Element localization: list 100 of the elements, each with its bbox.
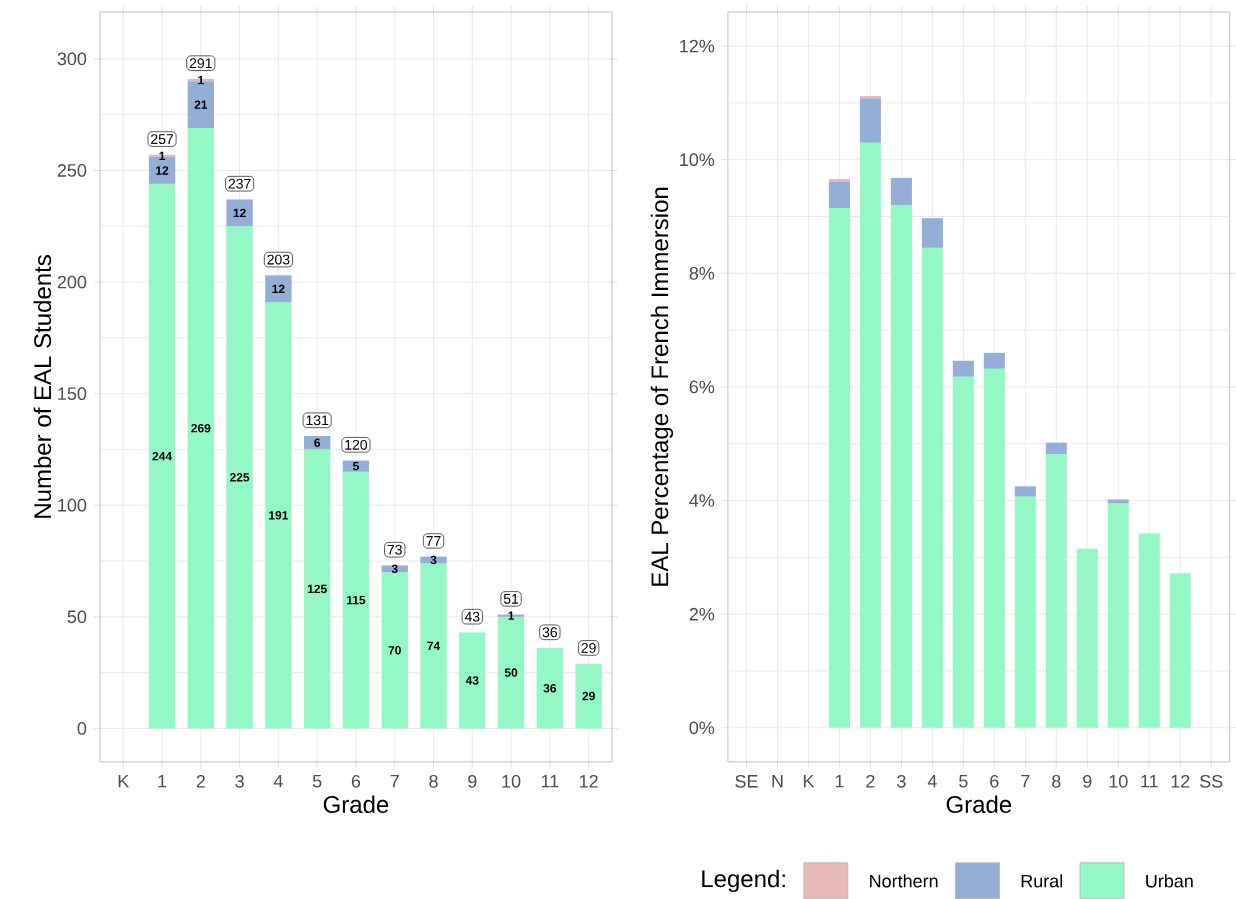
total-label: 43 <box>464 611 480 622</box>
total-label: 257 <box>151 134 174 144</box>
data-label: 74 <box>427 641 441 650</box>
bar <box>1138 533 1160 728</box>
x-tick-label: 6 <box>990 774 999 788</box>
y-tick-label: 4% <box>689 494 715 507</box>
bar <box>1169 573 1191 728</box>
x-tick-label: 6 <box>351 774 361 788</box>
bar <box>952 376 974 728</box>
bar <box>983 352 1005 369</box>
bar <box>828 207 850 728</box>
x-tick-label: 3 <box>235 774 244 788</box>
data-label: 3 <box>430 555 437 565</box>
x-tick-label: 4 <box>273 774 283 788</box>
y-tick-label: 200 <box>57 275 87 289</box>
x-axis-title: Grade <box>323 795 389 813</box>
x-tick-label: 9 <box>1083 774 1092 788</box>
x-tick-label: 12 <box>580 774 598 788</box>
x-tick-label: 4 <box>927 774 937 788</box>
total-label: 29 <box>581 642 596 653</box>
data-label: 269 <box>191 423 211 433</box>
x-tick-label: 10 <box>502 774 521 788</box>
total-label: 36 <box>542 627 557 638</box>
data-label: 12 <box>156 166 169 175</box>
x-tick-label: 1 <box>835 774 844 788</box>
y-tick-label: 2% <box>689 607 715 621</box>
data-label: 12 <box>233 208 246 217</box>
data-label: 5 <box>352 461 359 471</box>
data-label: 12 <box>272 284 285 293</box>
bar <box>459 632 486 729</box>
y-axis-title: Number of EAL Students <box>33 254 52 518</box>
y-tick-label: 100 <box>58 498 87 512</box>
bar <box>381 572 408 729</box>
x-tick-label: 5 <box>312 774 322 788</box>
bar <box>1014 496 1036 728</box>
bar <box>1045 453 1067 728</box>
data-label: 125 <box>307 584 327 594</box>
total-label: 120 <box>345 439 368 450</box>
x-tick-label: N <box>772 774 783 788</box>
bar <box>148 183 176 729</box>
legend-title: Legend: <box>702 869 785 892</box>
total-label: 237 <box>228 178 251 189</box>
y-axis-title: EAL Percentage of French Immersion <box>650 187 674 586</box>
bar <box>420 563 447 729</box>
data-label: 225 <box>230 472 250 482</box>
total-label: 291 <box>189 58 212 69</box>
legend-label: Northern <box>870 874 938 888</box>
bar <box>983 368 1005 728</box>
bar <box>303 449 331 729</box>
x-tick-label: 10 <box>1109 774 1128 788</box>
total-label: 131 <box>306 415 329 426</box>
x-tick-label: 8 <box>429 774 438 788</box>
x-tick-label: K <box>118 774 130 788</box>
data-label: 29 <box>582 691 595 701</box>
data-label: 3 <box>391 564 398 573</box>
bar <box>890 205 912 728</box>
y-tick-label: 0% <box>689 721 715 735</box>
bar <box>859 142 881 728</box>
data-label: 36 <box>543 683 557 693</box>
bar <box>187 127 214 729</box>
x-axis-title: Grade <box>946 795 1012 813</box>
bar <box>859 98 881 143</box>
x-tick-label: 2 <box>866 774 875 788</box>
bar <box>921 247 943 728</box>
legend-label: Rural <box>1021 874 1063 888</box>
y-tick-label: 50 <box>67 610 87 624</box>
bar <box>226 199 253 227</box>
bar <box>575 663 602 729</box>
bar <box>1076 548 1098 728</box>
x-tick-label: 11 <box>1141 774 1158 788</box>
x-tick-label: SE <box>735 774 758 788</box>
x-tick-label: 3 <box>897 774 906 788</box>
y-tick-label: 10% <box>680 153 715 166</box>
x-tick-label: K <box>803 774 815 788</box>
data-label: 50 <box>504 668 518 677</box>
data-label: 1 <box>508 611 515 620</box>
data-label: 191 <box>269 510 289 520</box>
data-label: 244 <box>152 451 172 461</box>
y-tick-label: 12% <box>680 39 715 53</box>
y-tick-label: 6% <box>689 380 715 394</box>
bar <box>536 647 564 729</box>
bar <box>921 218 943 248</box>
bar <box>1014 486 1036 497</box>
data-label: 6 <box>314 438 321 447</box>
x-tick-label: 7 <box>1021 774 1030 788</box>
x-tick-label: SS <box>1200 774 1223 788</box>
legend-label: Urban <box>1146 874 1193 888</box>
x-tick-label: 12 <box>1171 774 1190 788</box>
y-tick-label: 8% <box>689 266 715 280</box>
x-tick-label: 9 <box>468 774 477 788</box>
x-tick-label: 11 <box>541 774 559 788</box>
total-label: 73 <box>387 544 402 555</box>
total-label: 77 <box>426 535 441 546</box>
bar <box>1045 442 1067 454</box>
bar <box>342 471 370 729</box>
bar <box>890 177 912 206</box>
y-tick-label: 250 <box>57 163 87 177</box>
x-tick-label: 2 <box>196 774 205 788</box>
total-label: 203 <box>267 254 290 265</box>
x-tick-label: 5 <box>959 774 968 788</box>
